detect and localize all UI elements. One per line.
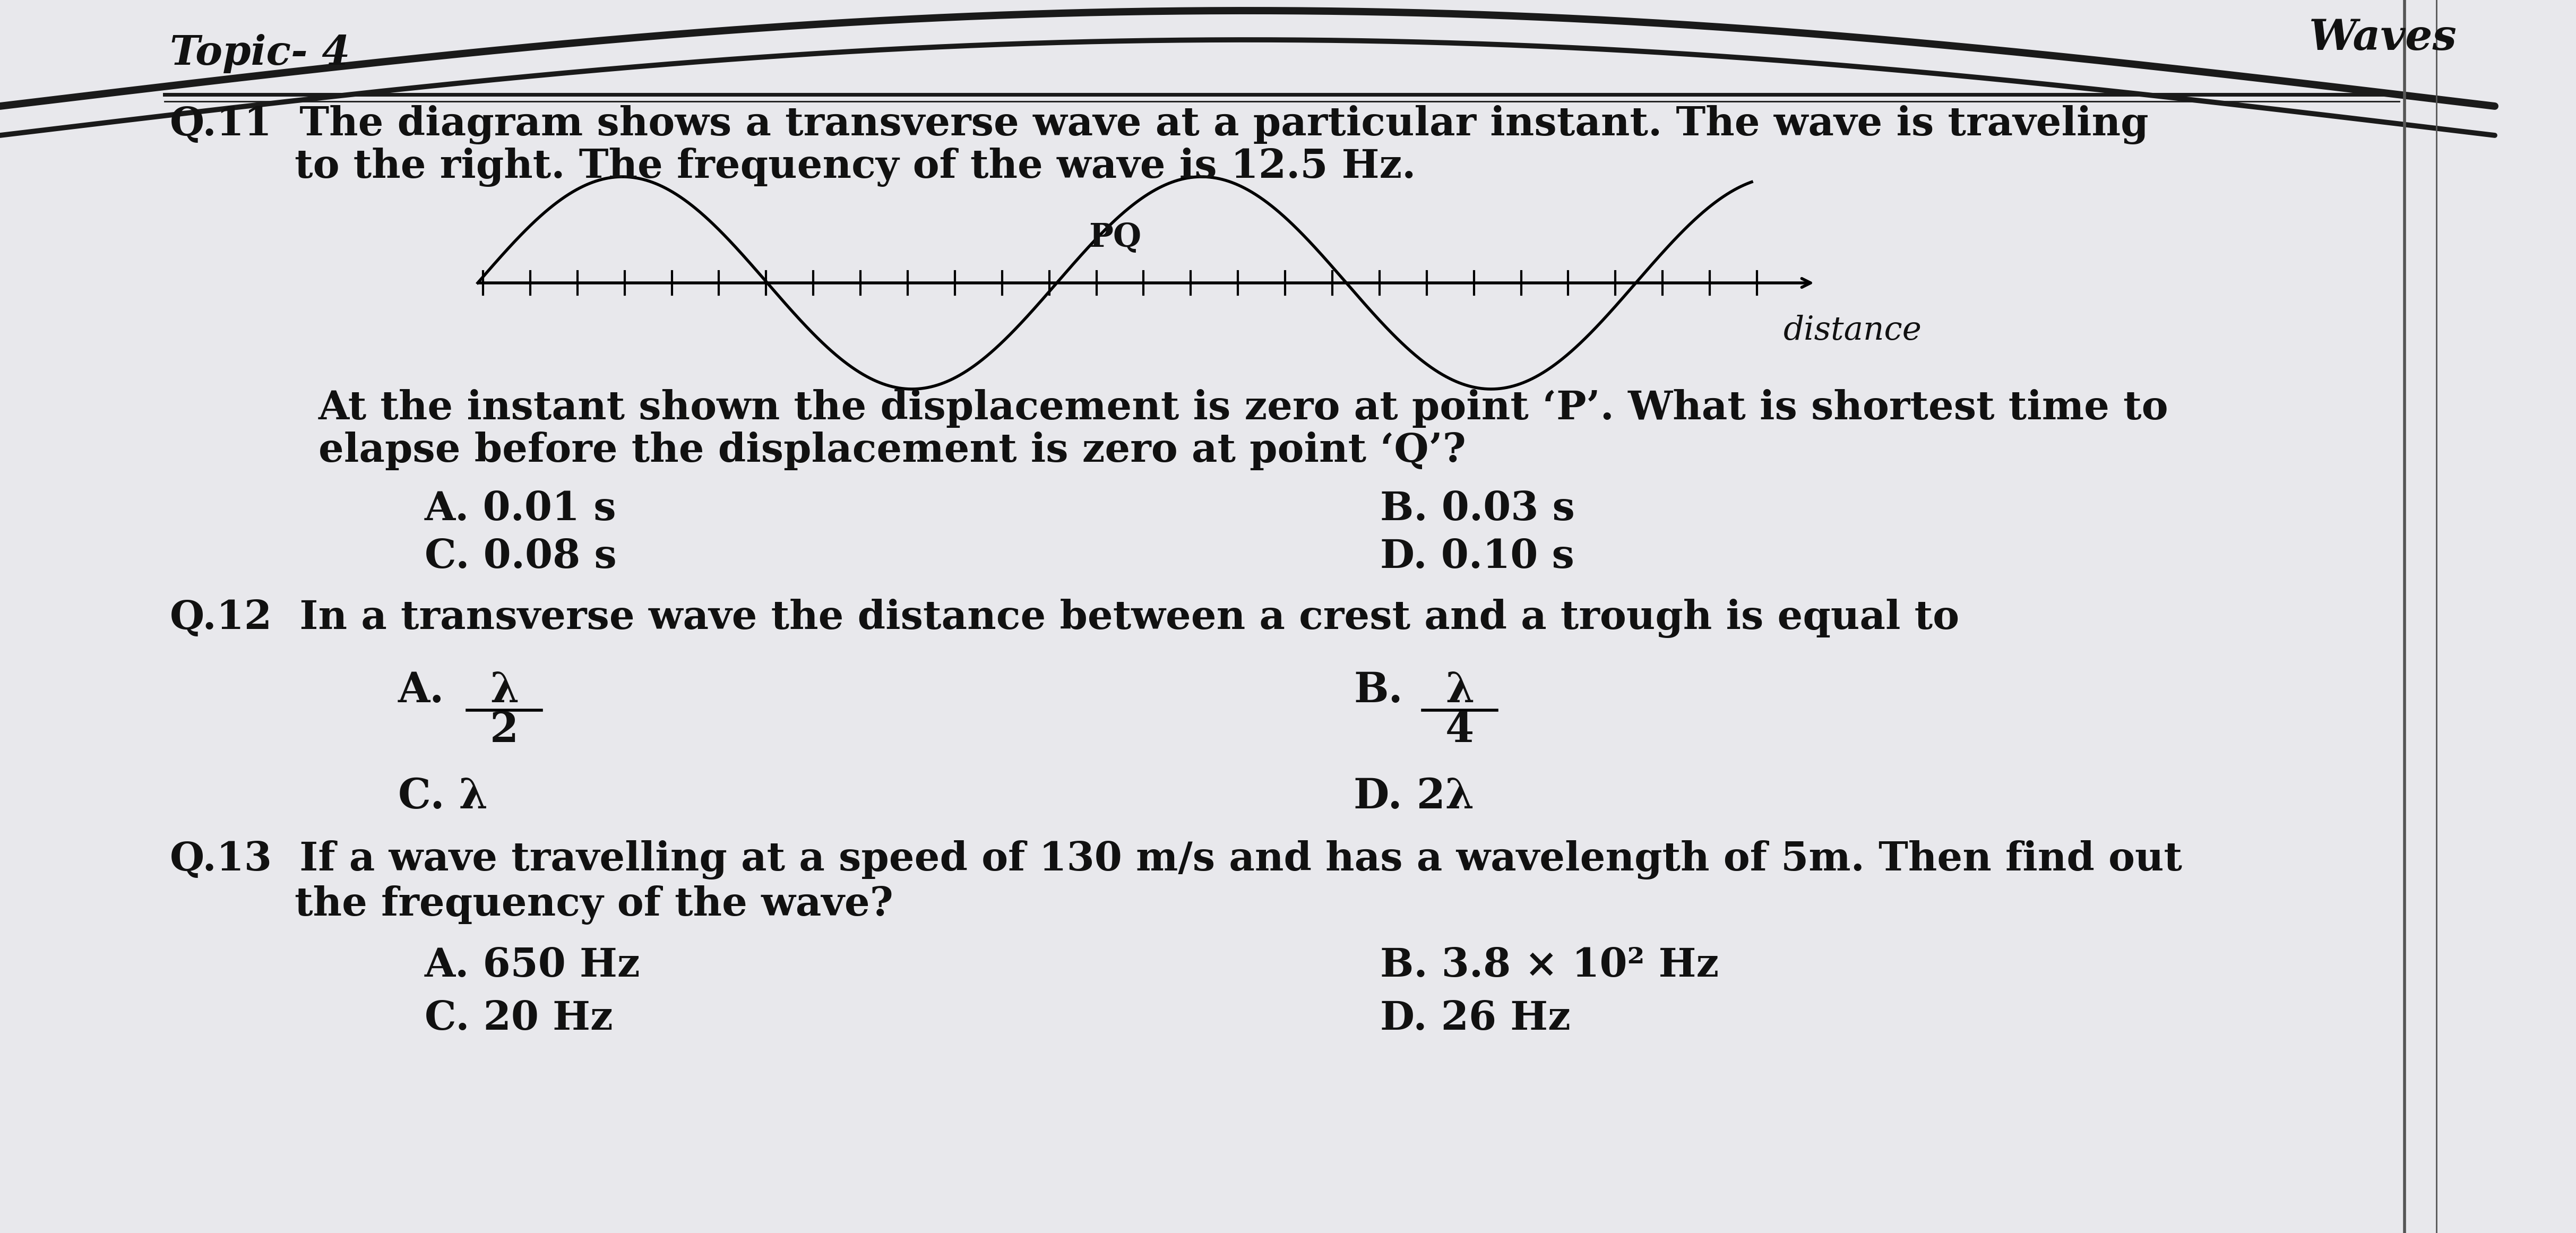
Text: D. 0.10 s: D. 0.10 s	[1381, 538, 1574, 576]
Text: Waves: Waves	[2308, 17, 2458, 59]
Text: A.: A.	[399, 671, 446, 710]
Text: the frequency of the wave?: the frequency of the wave?	[170, 885, 894, 925]
Text: λ: λ	[489, 671, 518, 710]
Text: A. 0.01 s: A. 0.01 s	[425, 490, 616, 529]
Text: Q.13  If a wave travelling at a speed of 130 m/s and has a wavelength of 5m. The: Q.13 If a wave travelling at a speed of …	[170, 840, 2182, 879]
Text: λ: λ	[1445, 671, 1473, 710]
Text: C. 0.08 s: C. 0.08 s	[425, 538, 616, 576]
Text: D. 26 Hz: D. 26 Hz	[1381, 1000, 1571, 1038]
Text: PQ: PQ	[1090, 222, 1141, 254]
Text: B.: B.	[1352, 671, 1404, 710]
Text: Q.12  In a transverse wave the distance between a crest and a trough is equal to: Q.12 In a transverse wave the distance b…	[170, 599, 1960, 637]
Text: D. 2λ: D. 2λ	[1352, 777, 1473, 817]
Text: C. 20 Hz: C. 20 Hz	[425, 1000, 613, 1038]
Text: elapse before the displacement is zero at point ‘Q’?: elapse before the displacement is zero a…	[319, 432, 1466, 470]
Text: 2: 2	[489, 710, 518, 751]
Text: to the right. The frequency of the wave is 12.5 Hz.: to the right. The frequency of the wave …	[170, 148, 1417, 187]
Text: Q.11  The diagram shows a transverse wave at a particular instant. The wave is t: Q.11 The diagram shows a transverse wave…	[170, 105, 2148, 144]
Text: Topic- 4: Topic- 4	[170, 35, 350, 73]
Text: At the instant shown the displacement is zero at point ‘P’. What is shortest tim: At the instant shown the displacement is…	[319, 390, 2169, 428]
Text: 4: 4	[1445, 710, 1473, 751]
Text: B. 0.03 s: B. 0.03 s	[1381, 490, 1574, 529]
Text: A. 650 Hz: A. 650 Hz	[425, 947, 641, 985]
Text: B. 3.8 × 10² Hz: B. 3.8 × 10² Hz	[1381, 947, 1718, 985]
Text: distance: distance	[1783, 314, 1922, 346]
Text: C. λ: C. λ	[399, 777, 487, 817]
